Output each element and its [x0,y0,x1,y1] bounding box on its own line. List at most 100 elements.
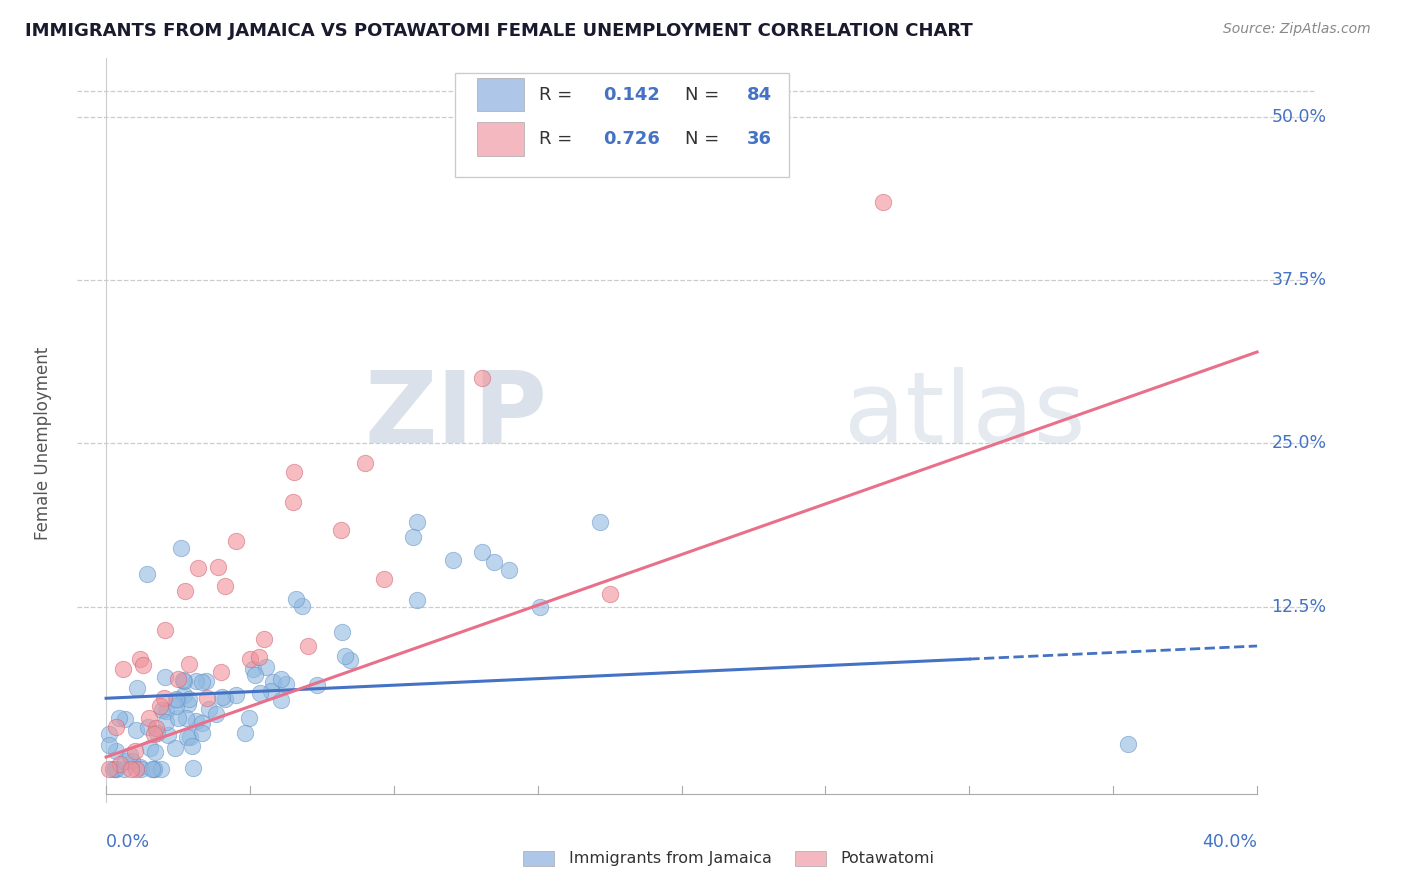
Point [242,662,264,676]
Point [498,563,520,577]
Point [589,515,612,529]
Point [177,657,200,671]
Text: N =: N = [685,130,725,148]
Point [191,715,214,730]
Point [247,649,270,664]
Point [101,762,124,776]
Point [195,674,218,689]
Point [146,726,169,740]
FancyBboxPatch shape [454,73,789,178]
Point [274,677,297,691]
Point [406,593,429,607]
Point [281,495,304,509]
Point [118,747,141,762]
Text: Source: ZipAtlas.com: Source: ZipAtlas.com [1223,22,1371,37]
FancyBboxPatch shape [477,78,524,112]
Point [174,711,197,725]
Point [141,762,163,776]
Point [184,673,207,688]
Text: R =: R = [538,130,578,148]
Point [177,697,200,711]
Point [233,726,256,740]
Point [254,660,277,674]
Point [238,710,260,724]
Text: Potawatomi: Potawatomi [841,851,935,866]
Text: 50.0%: 50.0% [1271,108,1327,126]
Point [225,534,247,549]
Point [139,741,162,756]
Text: 12.5%: 12.5% [1271,598,1327,615]
Point [405,515,427,529]
Text: Immigrants from Jamaica: Immigrants from Jamaica [568,851,772,866]
Point [173,673,195,688]
Point [128,652,150,666]
Point [305,678,328,692]
Text: 37.5%: 37.5% [1271,271,1327,289]
Point [174,583,197,598]
Point [129,762,152,776]
Point [207,560,229,574]
Point [198,702,221,716]
Point [129,760,152,774]
Point [149,699,172,714]
Point [149,762,172,776]
Point [354,456,377,470]
Point [112,762,135,776]
Point [145,722,167,736]
Point [214,579,236,593]
Point [333,648,356,663]
Point [1116,737,1139,751]
Point [191,726,214,740]
Text: IMMIGRANTS FROM JAMAICA VS POTAWATOMI FEMALE UNEMPLOYMENT CORRELATION CHART: IMMIGRANTS FROM JAMAICA VS POTAWATOMI FE… [25,22,973,40]
Point [191,674,214,689]
Point [167,672,190,686]
Point [176,731,198,745]
Point [107,711,129,725]
Point [132,657,155,672]
Text: 25.0%: 25.0% [1271,434,1327,452]
Text: N =: N = [685,86,725,104]
Point [124,743,146,757]
Point [125,762,148,776]
FancyBboxPatch shape [794,851,825,866]
Point [110,756,132,771]
Point [165,691,187,706]
Point [98,739,121,753]
Point [373,573,395,587]
Point [135,567,157,582]
Point [529,599,551,614]
Point [125,723,148,738]
Point [114,712,136,726]
Point [98,762,121,776]
Point [112,662,135,676]
Point [143,745,166,759]
Point [209,665,232,680]
Point [599,587,621,601]
Point [471,371,494,385]
Point [243,668,266,682]
Point [186,714,208,728]
Point [284,592,307,607]
Point [262,674,284,689]
Point [98,726,121,740]
Point [165,741,187,756]
Point [187,560,209,574]
Point [259,683,281,698]
Point [291,599,314,613]
Point [114,754,136,768]
Point [127,681,149,695]
Point [249,686,271,700]
Point [253,632,276,647]
Text: 0.0%: 0.0% [105,833,150,851]
Point [402,530,425,544]
Point [153,624,176,638]
Point [165,699,187,714]
Point [181,739,204,753]
Point [152,703,174,717]
Point [441,553,464,567]
Text: ZIP: ZIP [364,367,547,464]
Text: 0.726: 0.726 [603,130,659,148]
Point [270,672,292,686]
Point [330,625,353,640]
Point [471,545,494,559]
